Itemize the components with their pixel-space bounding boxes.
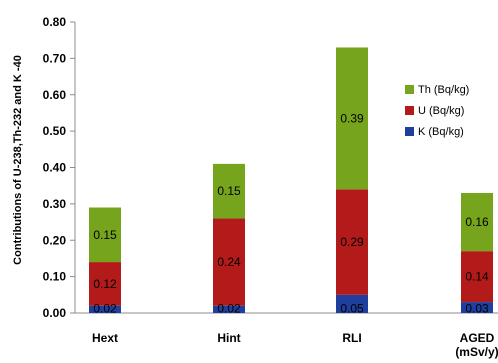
- y-tick-label: 0.60: [43, 88, 67, 102]
- x-category-label: Hext: [92, 331, 118, 345]
- data-labels: 0.02 0.12 0.15 0.02 0.24 0.15 0.05 0.29 0.39 0.03…: [93, 111, 489, 315]
- bar-segment: [461, 302, 493, 313]
- y-tick-label: 0.20: [43, 233, 67, 247]
- legend-label: Th (Bq/kg): [418, 84, 469, 96]
- data-label: 0.29: [340, 235, 364, 249]
- bar-segment: [461, 192, 493, 252]
- y-tick-label: 0.80: [43, 15, 67, 29]
- bar-segment: [89, 305, 121, 313]
- data-label: 0.02: [217, 302, 241, 316]
- bar-segment: [336, 47, 368, 190]
- data-label: 0.02: [93, 302, 117, 316]
- bar-segment: [89, 262, 121, 306]
- data-label: 0.03: [465, 302, 489, 316]
- data-label: 0.16: [465, 215, 489, 229]
- bar-segment: [461, 251, 493, 303]
- y-tick-label: 0.40: [43, 161, 67, 175]
- legend-swatch: [405, 85, 414, 94]
- x-category-label: AGED: [460, 331, 495, 345]
- legend-swatch: [405, 106, 414, 115]
- axes: 0.00 0.10 0.20 0.30 0.40 0.50 0.60 0.70 0.80: [43, 15, 498, 320]
- x-category-label: RLI: [342, 331, 361, 345]
- data-label: 0.15: [217, 184, 241, 198]
- bar-segment: [213, 218, 245, 306]
- bar-segment: [213, 305, 245, 313]
- bar-segment: [213, 163, 245, 219]
- x-category-label: Hint: [217, 331, 240, 345]
- legend-label: U (Bq/kg): [418, 105, 464, 117]
- data-label: 0.05: [340, 302, 364, 316]
- bar-segment: [336, 294, 368, 313]
- y-axis-title-group: Contributions of U-238,Th-232 and K -40: [12, 55, 24, 265]
- bar-segment: [336, 189, 368, 295]
- y-tick-label: 0.00: [43, 306, 67, 320]
- legend-label: K (Bq/kg): [418, 126, 464, 138]
- x-category-label: (mSv/y): [455, 345, 498, 359]
- bar-segment: [89, 207, 121, 263]
- legend: Th (Bq/kg) U (Bq/kg) K (Bq/kg): [405, 84, 469, 138]
- category-labels: Hext Hint RLI AGED(mSv/y): [92, 331, 498, 359]
- data-label: 0.24: [217, 255, 241, 269]
- y-tick-label: 0.10: [43, 270, 67, 284]
- y-tick-label: 0.30: [43, 197, 67, 211]
- bars: [89, 47, 493, 313]
- y-tick-label: 0.50: [43, 124, 67, 138]
- data-label: 0.15: [93, 228, 117, 242]
- data-label: 0.14: [465, 270, 489, 284]
- y-axis-title: Contributions of U-238,Th-232 and K -40: [12, 55, 24, 265]
- y-tick-label: 0.70: [43, 51, 67, 65]
- data-label: 0.12: [93, 277, 117, 291]
- data-label: 0.39: [340, 111, 364, 125]
- legend-swatch: [405, 127, 414, 136]
